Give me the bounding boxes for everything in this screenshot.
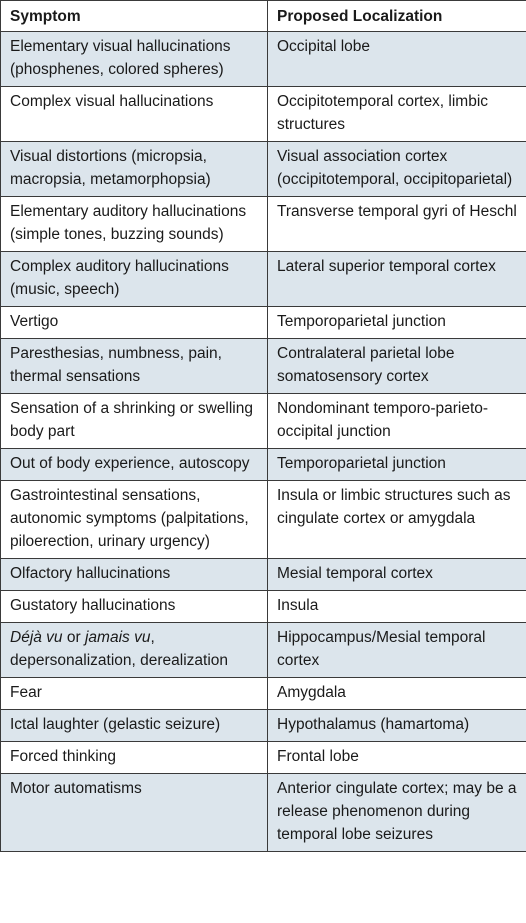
localization-cell: Temporoparietal junction [267, 448, 526, 481]
localization-cell: Hippocampus/Mesial temporal cortex [267, 622, 526, 678]
table-row: Sensation of a shrinking or swelling bod… [0, 393, 526, 449]
localization-cell: Hypothalamus (hamartoma) [267, 709, 526, 742]
symptom-cell: Forced thinking [0, 741, 268, 774]
localization-cell: Transverse temporal gyri of Heschl [267, 196, 526, 252]
symptom-cell: Sensation of a shrinking or swelling bod… [0, 393, 268, 449]
symptom-italic-term: jamais vu [84, 629, 151, 646]
symptom-text: or [62, 629, 85, 646]
table-row: Vertigo Temporoparietal junction [0, 306, 526, 339]
symptom-cell: Ictal laughter (gelastic seizure) [0, 709, 268, 742]
table-row: Visual distortions (micropsia, macropsia… [0, 141, 526, 197]
localization-cell: Occipital lobe [267, 31, 526, 87]
localization-cell: Nondominant temporo-parieto-occipital ju… [267, 393, 526, 449]
localization-cell: Mesial temporal cortex [267, 558, 526, 591]
localization-cell: Insula or limbic structures such as cing… [267, 480, 526, 559]
localization-cell: Amygdala [267, 677, 526, 710]
symptom-cell: Vertigo [0, 306, 268, 339]
table-row: Forced thinking Frontal lobe [0, 741, 526, 774]
table-row: Fear Amygdala [0, 677, 526, 710]
table-row: Complex auditory hallucinations (music, … [0, 251, 526, 307]
localization-cell: Contralateral parietal lobe somatosensor… [267, 338, 526, 394]
localization-cell: Insula [267, 590, 526, 623]
localization-cell: Visual association cortex (occipitotempo… [267, 141, 526, 197]
table-row: Gastrointestinal sensations, autonomic s… [0, 480, 526, 559]
symptom-cell: Complex auditory hallucinations (music, … [0, 251, 268, 307]
symptom-cell: Gastrointestinal sensations, autonomic s… [0, 480, 268, 559]
table-row: Ictal laughter (gelastic seizure) Hypoth… [0, 709, 526, 742]
symptom-cell: Gustatory hallucinations [0, 590, 268, 623]
symptom-italic-term: Déjà vu [10, 629, 63, 646]
symptom-cell: Déjà vu or jamais vu, depersonalization,… [0, 622, 268, 678]
table-row: Complex visual hallucinations Occipitote… [0, 86, 526, 142]
localization-cell: Frontal lobe [267, 741, 526, 774]
localization-column-header: Proposed Localization [267, 0, 526, 32]
table-row: Motor automatisms Anterior cingulate cor… [0, 773, 526, 852]
symptom-column-header: Symptom [0, 0, 268, 32]
table-row: Gustatory hallucinations Insula [0, 590, 526, 623]
table-row: Déjà vu or jamais vu, depersonalization,… [0, 622, 526, 678]
symptom-text: , depersonalization, derealization [10, 629, 229, 669]
symptom-localization-table: Symptom Proposed Localization Elementary… [0, 0, 526, 852]
symptom-cell: Motor automatisms [0, 773, 268, 852]
symptom-cell: Out of body experience, autoscopy [0, 448, 268, 481]
symptom-cell: Paresthesias, numbness, pain, thermal se… [0, 338, 268, 394]
table-row: Elementary auditory hallucinations (simp… [0, 196, 526, 252]
symptom-cell: Elementary auditory hallucinations (simp… [0, 196, 268, 252]
symptom-cell: Complex visual hallucinations [0, 86, 268, 142]
localization-cell: Anterior cingulate cortex; may be a rele… [267, 773, 526, 852]
table-row: Paresthesias, numbness, pain, thermal se… [0, 338, 526, 394]
table-row: Olfactory hallucinations Mesial temporal… [0, 558, 526, 591]
symptom-cell: Olfactory hallucinations [0, 558, 268, 591]
symptom-cell: Visual distortions (micropsia, macropsia… [0, 141, 268, 197]
localization-cell: Temporoparietal junction [267, 306, 526, 339]
symptom-cell: Elementary visual hallucinations (phosph… [0, 31, 268, 87]
header-row: Symptom Proposed Localization [0, 0, 526, 32]
table-row: Out of body experience, autoscopy Tempor… [0, 448, 526, 481]
localization-cell: Occipitotemporal cortex, limbic structur… [267, 86, 526, 142]
table-row: Elementary visual hallucinations (phosph… [0, 31, 526, 87]
symptom-cell: Fear [0, 677, 268, 710]
localization-cell: Lateral superior temporal cortex [267, 251, 526, 307]
